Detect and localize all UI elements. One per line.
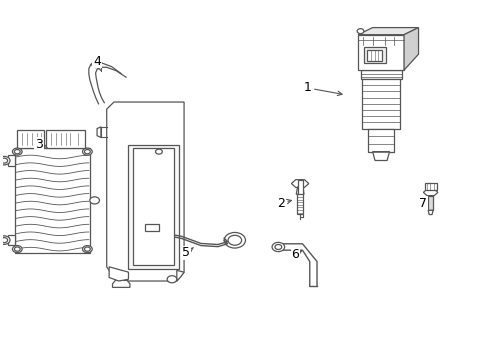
FancyBboxPatch shape: [145, 224, 159, 231]
Polygon shape: [423, 189, 437, 195]
Polygon shape: [112, 280, 130, 287]
Circle shape: [92, 61, 100, 68]
Circle shape: [274, 244, 281, 249]
Polygon shape: [46, 130, 85, 148]
Circle shape: [84, 247, 90, 251]
Polygon shape: [15, 148, 90, 253]
Circle shape: [227, 235, 241, 245]
Text: 1: 1: [303, 81, 342, 96]
Text: 2: 2: [276, 197, 291, 210]
Polygon shape: [296, 187, 304, 194]
Text: 6: 6: [291, 248, 302, 261]
Circle shape: [1, 238, 8, 243]
Polygon shape: [177, 270, 183, 281]
Polygon shape: [17, 130, 44, 148]
Circle shape: [1, 158, 8, 163]
Polygon shape: [109, 267, 128, 281]
FancyBboxPatch shape: [366, 50, 382, 60]
Polygon shape: [291, 180, 308, 188]
Circle shape: [0, 236, 10, 244]
Circle shape: [167, 276, 177, 283]
Circle shape: [356, 29, 363, 33]
Circle shape: [0, 156, 10, 165]
Circle shape: [14, 149, 20, 154]
Polygon shape: [372, 152, 389, 161]
Polygon shape: [427, 210, 432, 215]
Text: 7: 7: [419, 197, 427, 210]
Polygon shape: [97, 127, 101, 138]
Polygon shape: [403, 28, 418, 70]
Text: 5: 5: [182, 246, 193, 259]
Circle shape: [12, 246, 22, 253]
Polygon shape: [427, 196, 432, 210]
FancyBboxPatch shape: [363, 47, 385, 63]
Text: 3: 3: [35, 138, 47, 151]
Circle shape: [224, 233, 245, 248]
FancyBboxPatch shape: [128, 145, 179, 269]
Polygon shape: [296, 188, 303, 214]
Circle shape: [271, 242, 284, 252]
Circle shape: [14, 247, 20, 251]
Circle shape: [90, 197, 99, 204]
Circle shape: [155, 149, 162, 154]
Circle shape: [84, 149, 90, 154]
Polygon shape: [357, 35, 403, 70]
Circle shape: [82, 148, 92, 155]
Polygon shape: [8, 235, 15, 246]
Polygon shape: [106, 102, 183, 281]
Circle shape: [94, 63, 98, 66]
Polygon shape: [367, 129, 393, 152]
Polygon shape: [360, 70, 401, 79]
Polygon shape: [357, 28, 418, 35]
Circle shape: [12, 148, 22, 155]
Polygon shape: [361, 79, 399, 129]
FancyBboxPatch shape: [133, 148, 174, 265]
Text: 4: 4: [93, 55, 102, 71]
FancyBboxPatch shape: [424, 183, 436, 190]
Polygon shape: [297, 180, 302, 194]
Polygon shape: [8, 155, 15, 166]
Circle shape: [82, 246, 92, 253]
